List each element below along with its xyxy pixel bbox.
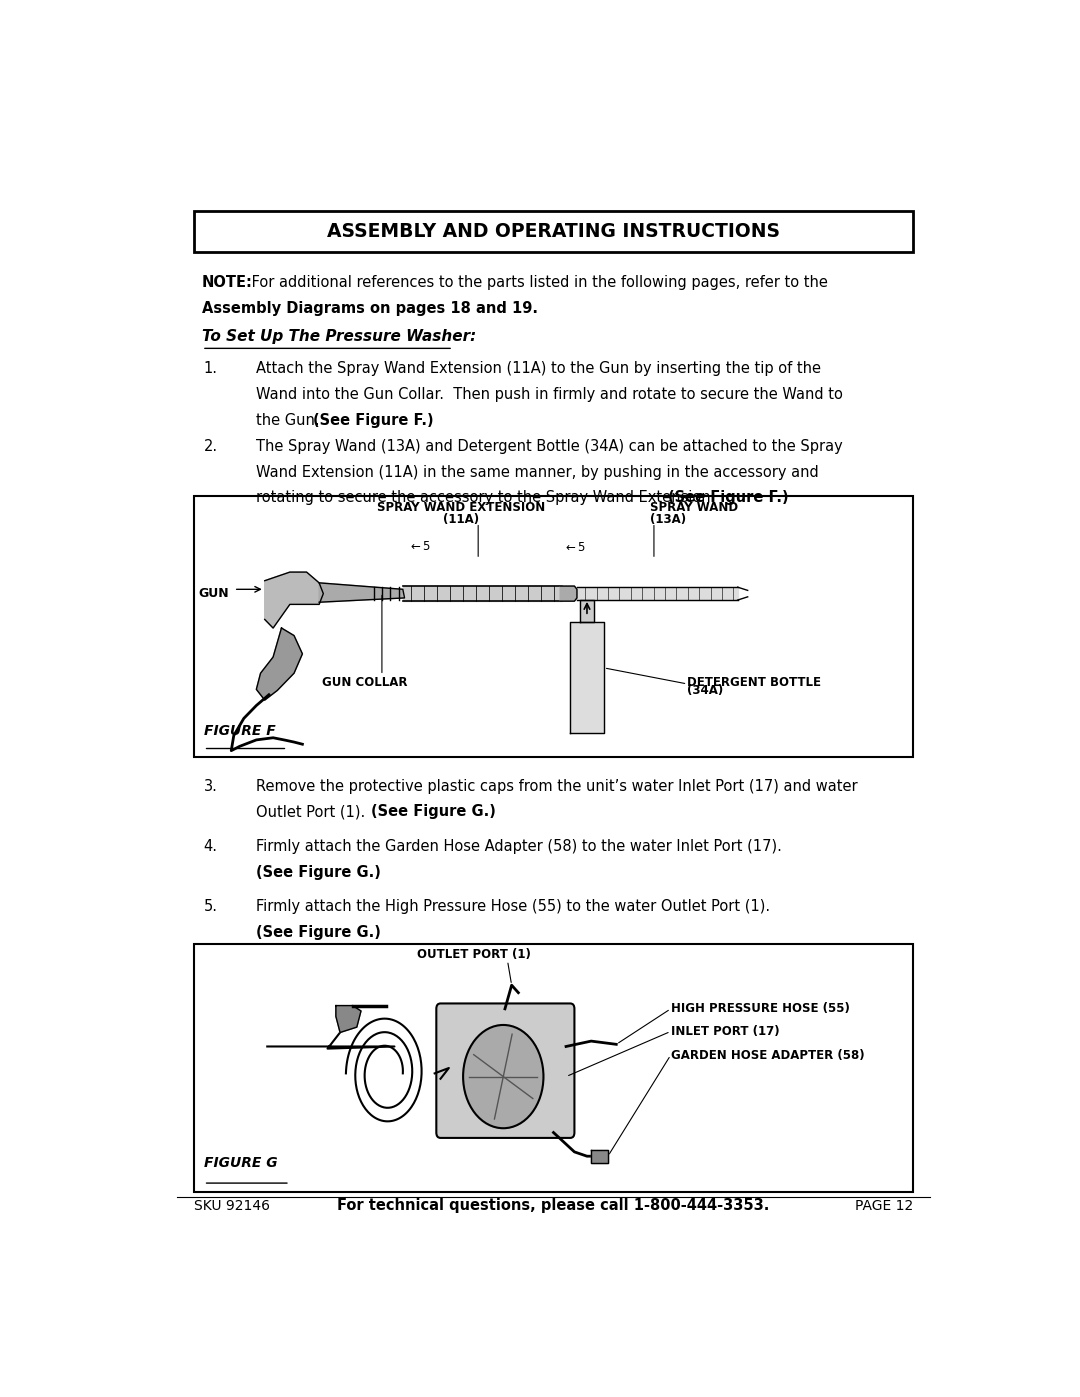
Polygon shape: [265, 573, 323, 629]
Text: SKU 92146: SKU 92146: [193, 1199, 270, 1213]
Polygon shape: [570, 622, 604, 733]
Circle shape: [463, 1025, 543, 1129]
Text: INLET PORT (17): INLET PORT (17): [671, 1025, 780, 1038]
Text: 5.: 5.: [204, 900, 218, 914]
Text: GUN COLLAR: GUN COLLAR: [323, 676, 408, 690]
Text: DETERGENT BOTTLE: DETERGENT BOTTLE: [688, 676, 822, 690]
Text: 4.: 4.: [204, 838, 218, 854]
Text: OUTLET PORT (1): OUTLET PORT (1): [417, 947, 531, 961]
Text: NOTE:: NOTE:: [202, 275, 253, 291]
Text: Remove the protective plastic caps from the unit’s water Inlet Port (17) and wat: Remove the protective plastic caps from …: [256, 778, 858, 793]
Text: Assembly Diagrams on pages 18 and 19.: Assembly Diagrams on pages 18 and 19.: [202, 300, 538, 316]
Bar: [193, 496, 914, 757]
Text: GARDEN HOSE ADAPTER (58): GARDEN HOSE ADAPTER (58): [671, 1049, 864, 1062]
Text: (11A): (11A): [444, 513, 480, 525]
Text: (See Figure G.): (See Figure G.): [256, 925, 381, 940]
Text: (See Figure F.): (See Figure F.): [669, 490, 788, 506]
Text: (34A): (34A): [688, 685, 724, 697]
Text: FIGURE G: FIGURE G: [204, 1157, 278, 1171]
Bar: [193, 944, 914, 1192]
Text: PAGE 12: PAGE 12: [855, 1199, 914, 1213]
Text: Attach the Spray Wand Extension (11A) to the Gun by inserting the tip of the: Attach the Spray Wand Extension (11A) to…: [256, 362, 822, 376]
Polygon shape: [256, 629, 302, 700]
Polygon shape: [577, 587, 738, 601]
Polygon shape: [403, 587, 562, 601]
Bar: [193, 211, 914, 251]
Polygon shape: [320, 583, 405, 602]
Text: Wand Extension (11A) in the same manner, by pushing in the accessory and: Wand Extension (11A) in the same manner,…: [256, 465, 819, 479]
FancyBboxPatch shape: [436, 1003, 575, 1139]
Text: Firmly attach the Garden Hose Adapter (58) to the water Inlet Port (17).: Firmly attach the Garden Hose Adapter (5…: [256, 838, 782, 854]
Polygon shape: [336, 1006, 361, 1032]
Text: 3.: 3.: [204, 778, 217, 793]
Text: For technical questions, please call 1-800-444-3353.: For technical questions, please call 1-8…: [337, 1199, 770, 1213]
Text: HIGH PRESSURE HOSE (55): HIGH PRESSURE HOSE (55): [671, 1002, 850, 1016]
Text: Outlet Port (1).: Outlet Port (1).: [256, 805, 375, 820]
Text: 2.: 2.: [204, 439, 218, 454]
Polygon shape: [580, 601, 594, 622]
Text: To Set Up The Pressure Washer:: To Set Up The Pressure Washer:: [202, 330, 476, 344]
Text: $\leftarrow$5: $\leftarrow$5: [563, 541, 585, 553]
Polygon shape: [561, 587, 577, 601]
Text: SPRAY WAND EXTENSION: SPRAY WAND EXTENSION: [377, 502, 545, 514]
Text: 1.: 1.: [204, 362, 218, 376]
Text: (See Figure G.): (See Figure G.): [372, 805, 496, 820]
Text: SPRAY WAND: SPRAY WAND: [650, 502, 738, 514]
Text: The Spray Wand (13A) and Detergent Bottle (34A) can be attached to the Spray: The Spray Wand (13A) and Detergent Bottl…: [256, 439, 843, 454]
Text: the Gun.: the Gun.: [256, 414, 329, 427]
Text: GUN: GUN: [198, 587, 229, 601]
Polygon shape: [591, 1150, 608, 1162]
Text: rotating to secure the accessory to the Spray Wand Extension.: rotating to secure the accessory to the …: [256, 490, 725, 506]
Text: (See Figure F.): (See Figure F.): [313, 414, 434, 427]
Text: For additional references to the parts listed in the following pages, refer to t: For additional references to the parts l…: [247, 275, 828, 291]
Text: (See Figure G.): (See Figure G.): [256, 865, 381, 880]
Text: Firmly attach the High Pressure Hose (55) to the water Outlet Port (1).: Firmly attach the High Pressure Hose (55…: [256, 900, 770, 914]
Text: $\leftarrow$5: $\leftarrow$5: [408, 539, 431, 553]
Text: Wand into the Gun Collar.  Then push in firmly and rotate to secure the Wand to: Wand into the Gun Collar. Then push in f…: [256, 387, 843, 402]
Text: ASSEMBLY AND OPERATING INSTRUCTIONS: ASSEMBLY AND OPERATING INSTRUCTIONS: [327, 222, 780, 240]
Text: FIGURE F: FIGURE F: [204, 724, 275, 738]
Text: (13A): (13A): [650, 513, 686, 525]
